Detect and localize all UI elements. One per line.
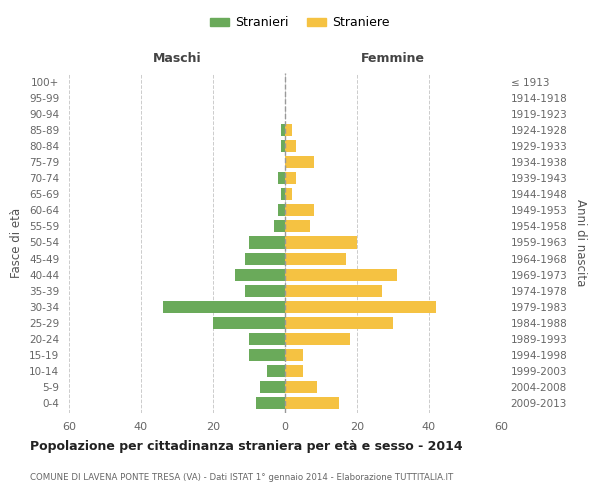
Bar <box>245 252 285 264</box>
Bar <box>285 397 339 409</box>
Bar <box>285 300 436 312</box>
Bar <box>285 124 292 136</box>
Bar <box>285 172 296 184</box>
Bar <box>281 140 285 152</box>
Bar <box>274 220 285 232</box>
Bar <box>163 300 285 312</box>
Bar <box>249 349 285 361</box>
Bar <box>260 381 285 393</box>
Bar <box>281 188 285 200</box>
Bar <box>245 284 285 296</box>
Bar <box>249 332 285 344</box>
Y-axis label: Fasce di età: Fasce di età <box>10 208 23 278</box>
Bar <box>278 204 285 216</box>
Bar <box>285 156 314 168</box>
Bar <box>235 268 285 280</box>
Bar <box>249 236 285 248</box>
Text: COMUNE DI LAVENA PONTE TRESA (VA) - Dati ISTAT 1° gennaio 2014 - Elaborazione TU: COMUNE DI LAVENA PONTE TRESA (VA) - Dati… <box>30 473 453 482</box>
Bar <box>285 188 292 200</box>
Y-axis label: Anni di nascita: Anni di nascita <box>574 199 587 286</box>
Text: Femmine: Femmine <box>361 52 425 65</box>
Bar <box>267 365 285 377</box>
Bar <box>285 381 317 393</box>
Bar <box>285 365 303 377</box>
Bar <box>285 349 303 361</box>
Bar <box>285 140 296 152</box>
Bar <box>285 252 346 264</box>
Bar <box>281 124 285 136</box>
Bar <box>285 220 310 232</box>
Bar <box>213 316 285 328</box>
Bar <box>285 268 397 280</box>
Bar <box>256 397 285 409</box>
Bar <box>285 204 314 216</box>
Bar <box>285 332 350 344</box>
Legend: Stranieri, Straniere: Stranieri, Straniere <box>205 11 395 34</box>
Bar <box>278 172 285 184</box>
Bar <box>285 316 393 328</box>
Bar <box>285 284 382 296</box>
Text: Maschi: Maschi <box>152 52 202 65</box>
Text: Popolazione per cittadinanza straniera per età e sesso - 2014: Popolazione per cittadinanza straniera p… <box>30 440 463 453</box>
Bar <box>285 236 357 248</box>
